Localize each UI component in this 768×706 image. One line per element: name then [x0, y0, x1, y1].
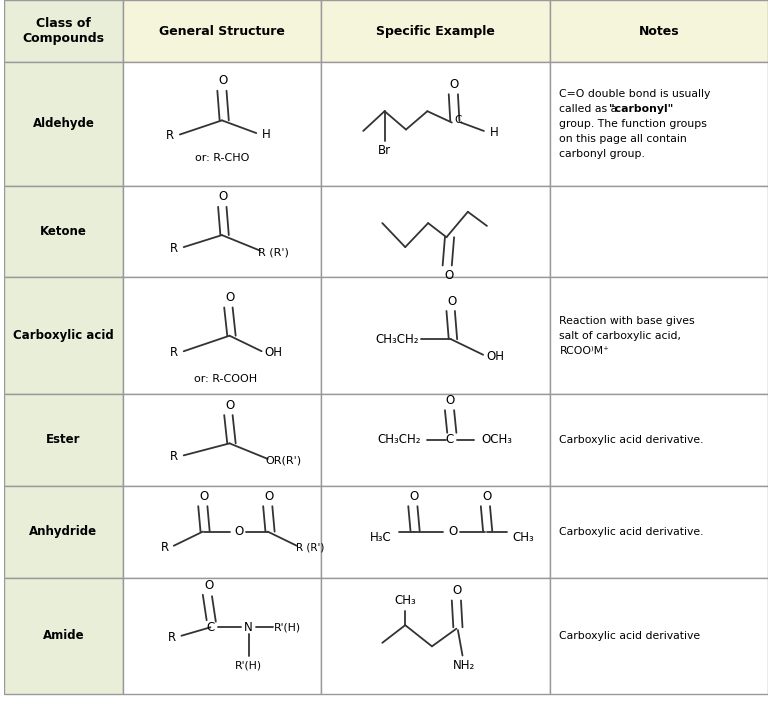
Text: R: R [170, 242, 178, 255]
Bar [5, 62, 123, 186]
Text: CH₃: CH₃ [513, 531, 535, 544]
Bar [551, 186, 768, 277]
Text: H: H [262, 128, 270, 141]
Bar [321, 62, 551, 186]
Text: Carboxylic acid: Carboxylic acid [13, 329, 114, 342]
Bar [5, 0, 123, 62]
Text: O: O [482, 490, 492, 503]
Text: Carboxylic acid derivative.: Carboxylic acid derivative. [560, 527, 704, 537]
Bar [5, 486, 123, 578]
Text: O: O [445, 394, 455, 407]
Text: Specific Example: Specific Example [376, 25, 495, 37]
Bar [123, 394, 321, 486]
Bar [551, 0, 768, 62]
Text: C: C [454, 115, 462, 126]
Bar [321, 486, 551, 578]
Text: Notes: Notes [639, 25, 680, 37]
Bar [321, 186, 551, 277]
Text: carbonyl group.: carbonyl group. [560, 148, 645, 159]
Bar [551, 486, 768, 578]
Bar [321, 394, 551, 486]
Text: Aldehyde: Aldehyde [32, 117, 94, 131]
Text: O: O [234, 525, 243, 538]
Bar [321, 277, 551, 394]
Bar [123, 277, 321, 394]
Text: called as a: called as a [560, 104, 621, 114]
Text: Ketone: Ketone [40, 225, 87, 238]
Text: Br: Br [378, 144, 391, 157]
Text: Carboxylic acid derivative.: Carboxylic acid derivative. [560, 435, 704, 445]
Text: R'(H): R'(H) [235, 660, 262, 671]
Text: O: O [218, 191, 227, 203]
Text: OH: OH [265, 346, 283, 359]
Text: O: O [225, 291, 234, 304]
Bar [321, 0, 551, 62]
Text: General Structure: General Structure [159, 25, 285, 37]
Text: group. The function groups: group. The function groups [560, 119, 707, 129]
Text: Ester: Ester [46, 433, 81, 446]
Text: C=O double bond is usually: C=O double bond is usually [560, 89, 711, 100]
Bar [5, 186, 123, 277]
Bar [551, 277, 768, 394]
Text: R: R [170, 346, 178, 359]
Bar [551, 394, 768, 486]
Text: NH₂: NH₂ [453, 659, 475, 672]
Text: R: R [170, 450, 178, 463]
Text: Class of
Compounds: Class of Compounds [22, 17, 104, 45]
Bar [123, 578, 321, 694]
Text: O: O [204, 579, 214, 592]
Bar [123, 62, 321, 186]
Text: Reaction with base gives: Reaction with base gives [560, 316, 695, 326]
Bar [551, 62, 768, 186]
Text: H: H [489, 126, 498, 139]
Text: R: R [161, 541, 169, 554]
Text: R: R [166, 129, 174, 143]
Text: O: O [444, 269, 453, 282]
Text: Carboxylic acid derivative: Carboxylic acid derivative [560, 630, 700, 641]
Text: R (R'): R (R') [296, 542, 325, 552]
Text: O: O [265, 490, 274, 503]
Text: O: O [447, 294, 456, 308]
Text: N: N [244, 621, 253, 634]
Text: C: C [445, 433, 454, 446]
Text: OH: OH [486, 349, 505, 363]
Text: on this page all contain: on this page all contain [560, 133, 687, 144]
Text: H₃C: H₃C [370, 531, 392, 544]
Text: R'(H): R'(H) [274, 622, 301, 633]
Text: OR(R'): OR(R') [265, 455, 301, 465]
Text: O: O [449, 78, 458, 91]
Bar [123, 0, 321, 62]
Text: Anhydride: Anhydride [29, 525, 98, 538]
Text: O: O [452, 584, 462, 597]
Text: RCOO⁾M⁺: RCOO⁾M⁺ [560, 345, 609, 356]
Bar [123, 486, 321, 578]
Text: OCH₃: OCH₃ [482, 433, 512, 446]
Text: CH₃CH₂: CH₃CH₂ [377, 433, 421, 446]
Bar [321, 578, 551, 694]
Text: or: R-COOH: or: R-COOH [194, 374, 257, 385]
Text: O: O [225, 399, 234, 412]
Bar [5, 277, 123, 394]
Text: C: C [207, 621, 214, 634]
Text: R (R'): R (R') [258, 247, 290, 257]
Text: or: R-CHO: or: R-CHO [195, 152, 249, 163]
Text: Amide: Amide [43, 629, 84, 642]
Bar [123, 186, 321, 277]
Text: "carbonyl": "carbonyl" [609, 104, 674, 114]
Text: CH₃: CH₃ [394, 594, 416, 607]
Text: O: O [218, 74, 227, 88]
Bar [5, 394, 123, 486]
Text: R: R [168, 630, 177, 644]
Text: salt of carboxylic acid,: salt of carboxylic acid, [560, 330, 681, 341]
Text: O: O [200, 490, 209, 503]
Bar [5, 578, 123, 694]
Text: O: O [410, 490, 419, 503]
Text: O: O [448, 525, 457, 538]
Bar [551, 578, 768, 694]
Text: CH₃CH₂: CH₃CH₂ [376, 333, 419, 346]
